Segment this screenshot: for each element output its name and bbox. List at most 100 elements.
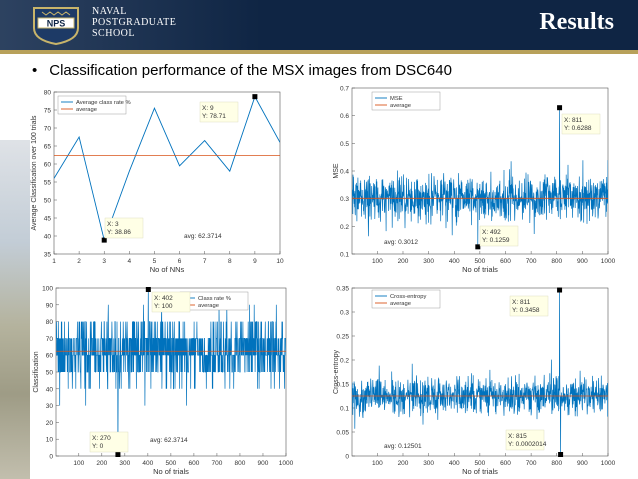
datatip-box [509, 295, 549, 317]
y-axis-label: MSE [333, 163, 340, 179]
y-tick-label: 0.4 [340, 169, 349, 176]
y-tick-label: 0.7 [340, 86, 349, 93]
y-tick-label: 0.05 [336, 430, 349, 437]
x-tick-label: 600 [500, 258, 511, 265]
x-tick-label: 200 [398, 258, 409, 265]
x-tick-label: 700 [526, 460, 537, 467]
logo-line-2: POSTGRADUATE [92, 17, 177, 28]
x-tick-label: 200 [398, 460, 409, 467]
datatip-marker [475, 244, 481, 250]
y-tick-label: 35 [44, 252, 52, 259]
x-axis-label: No of trials [462, 265, 498, 274]
x-tick-label: 9 [253, 258, 257, 265]
x-tick-label: 5 [153, 258, 157, 265]
x-tick-label: 3 [102, 258, 106, 265]
x-tick-label: 600 [500, 460, 511, 467]
x-tick-label: 1000 [279, 460, 294, 467]
x-tick-label: 900 [258, 460, 269, 467]
datatip-text: X: 811 [564, 117, 583, 124]
x-tick-label: 400 [449, 258, 460, 265]
datatip-marker [115, 452, 121, 457]
legend-box [57, 95, 127, 115]
y-tick-label: 55 [44, 180, 52, 187]
y-tick-label: 0 [345, 454, 349, 461]
y-tick-label: 0.35 [336, 286, 349, 293]
datatip-text: Y: 38.86 [107, 229, 131, 236]
x-tick-label: 600 [188, 460, 199, 467]
bullet-point: • Classification performance of the MSX i… [32, 62, 452, 79]
x-axis-label: No of NNs [150, 265, 185, 274]
datatip-text: avg: 62.3714 [184, 233, 222, 240]
series-line-class-rate- [56, 288, 286, 456]
datatip-box [151, 291, 191, 313]
chart-cross-entropy-vs-trials: 100 200 300 400 500 600 700 800 900 1000 0 0.05 0.1 0… [333, 286, 616, 477]
legend-entry-main: Cross-entropy [390, 294, 427, 300]
datatip-text: X: 9 [202, 105, 214, 112]
datatip-box [561, 113, 601, 135]
datatip-box [104, 217, 144, 239]
y-tick-label: 60 [46, 353, 54, 360]
datatip-marker [101, 237, 107, 243]
legend-entry-main: Average class rate % [76, 100, 131, 106]
y-tick-label: 0.2 [340, 224, 349, 231]
datatip-text: Y: 0.3458 [512, 307, 540, 314]
legend-box [371, 91, 441, 111]
y-tick-label: 100 [42, 286, 53, 293]
x-tick-label: 10 [276, 258, 284, 265]
x-tick-label: 300 [423, 460, 434, 467]
x-axis-label: No of trials [462, 467, 498, 476]
x-tick-label: 6 [178, 258, 182, 265]
datatip-text: X: 815 [508, 433, 527, 440]
x-tick-label: 400 [142, 460, 153, 467]
x-tick-label: 800 [551, 258, 562, 265]
y-tick-label: 0.25 [336, 334, 349, 341]
y-tick-label: 0.15 [336, 382, 349, 389]
y-axis-label: Average Classification over 100 trials [31, 115, 38, 231]
x-tick-label: 800 [235, 460, 246, 467]
y-tick-label: 0.1 [340, 406, 349, 413]
y-tick-label: 70 [44, 126, 52, 133]
x-tick-label: 700 [212, 460, 223, 467]
y-tick-label: 50 [44, 198, 52, 205]
datatip-text: Y: 78.71 [202, 113, 226, 120]
chart-mse-vs-trials: 100 200 300 400 500 600 700 800 900 1000 0.1 0.2 0.3… [333, 86, 616, 275]
y-tick-label: 20 [46, 420, 54, 427]
legend-entry-main: Class rate % [198, 296, 231, 302]
x-tick-label: 900 [577, 460, 588, 467]
nps-logo: NPS [28, 4, 84, 46]
x-tick-label: 700 [526, 258, 537, 265]
y-tick-label: 0.6 [340, 113, 349, 120]
y-tick-label: 45 [44, 216, 52, 223]
x-tick-label: 1000 [601, 258, 616, 265]
y-tick-label: 40 [44, 234, 52, 241]
series-line-average-class-rate- [54, 95, 280, 242]
datatip-text: avg: 0.3012 [384, 239, 418, 246]
series-line-cross-entropy [352, 289, 608, 456]
datatip-text: Y: 0 [92, 443, 104, 450]
y-tick-label: 90 [46, 302, 54, 309]
y-tick-label: 0 [49, 454, 53, 461]
logo-line-1: NAVAL [92, 6, 127, 17]
datatip-marker [558, 452, 564, 457]
datatip-text: Y: 0.0002014 [508, 441, 547, 448]
bullet-text: Classification performance of the MSX im… [49, 62, 452, 79]
datatip-text: X: 402 [154, 295, 173, 302]
x-tick-label: 500 [474, 258, 485, 265]
y-tick-label: 0.5 [340, 141, 349, 148]
y-tick-label: 65 [44, 144, 52, 151]
header-divider [0, 50, 638, 54]
y-tick-label: 10 [46, 437, 54, 444]
x-tick-label: 800 [551, 460, 562, 467]
y-axis-label: Cross-entropy [333, 350, 340, 394]
y-tick-label: 50 [46, 370, 54, 377]
bullet-marker: • [32, 62, 38, 79]
legend-entry-average: average [390, 301, 411, 307]
x-tick-label: 8 [228, 258, 232, 265]
legend-entry-average: average [76, 107, 97, 113]
logo-badge-text: NPS [47, 19, 66, 29]
datatip-text: X: 270 [92, 435, 111, 442]
datatip-marker [557, 105, 563, 111]
x-tick-label: 300 [119, 460, 130, 467]
plot-area [53, 91, 281, 255]
logo-wordmark: NAVAL POSTGRADUATE SCHOOL [92, 6, 176, 39]
